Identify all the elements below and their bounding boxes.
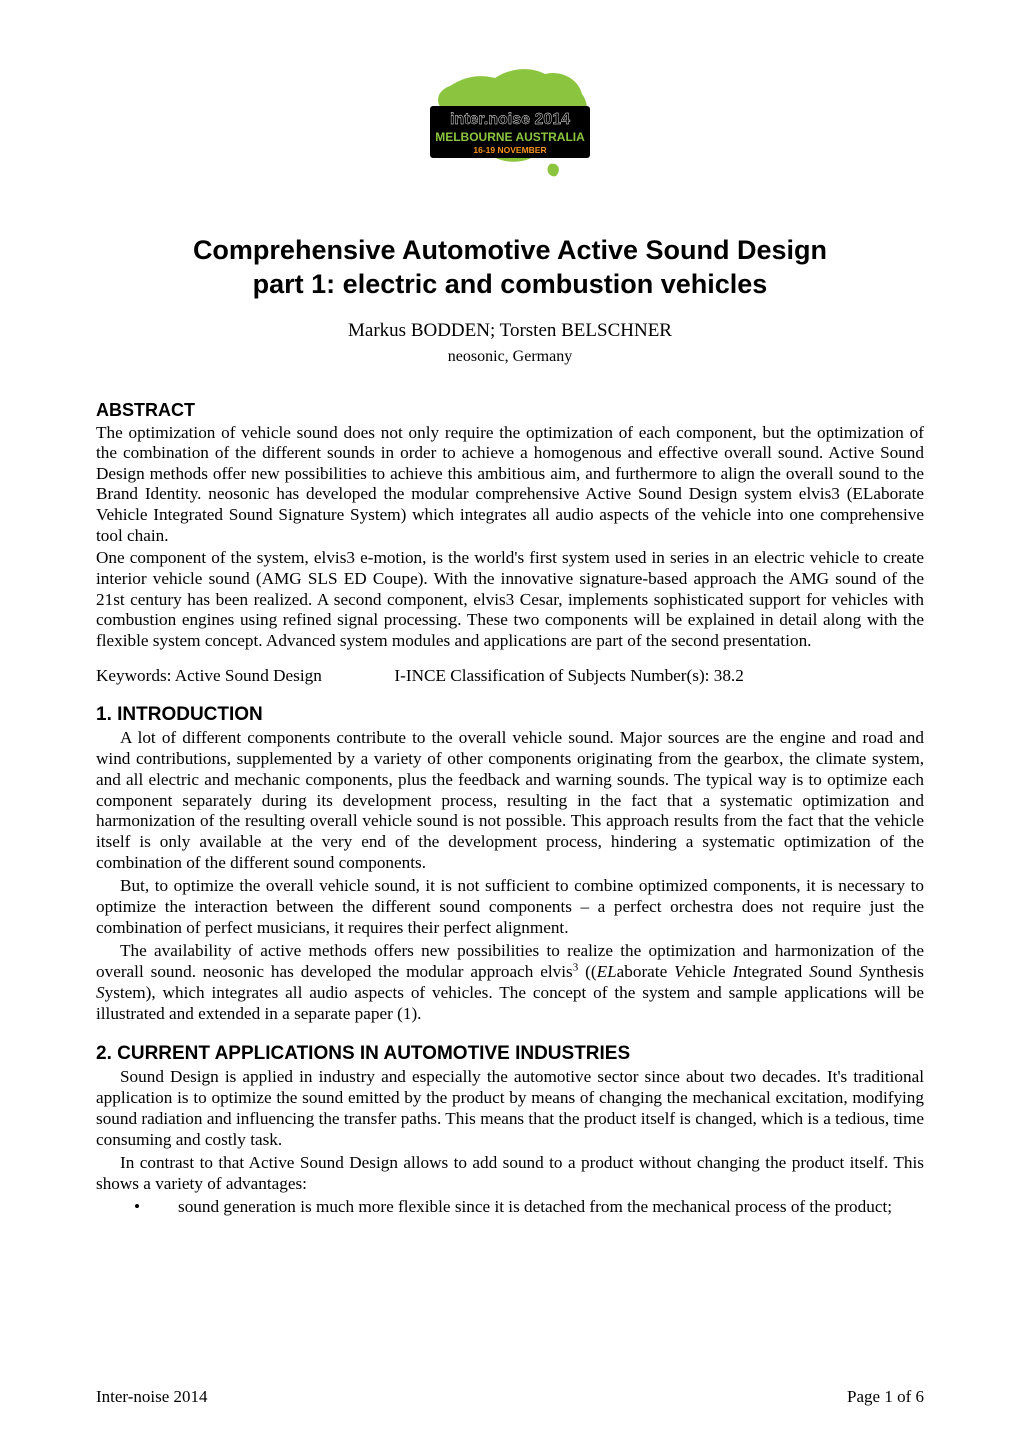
title-line-1: Comprehensive Automotive Active Sound De… (193, 235, 827, 265)
section-1-paragraph-2: But, to optimize the overall vehicle sou… (96, 876, 924, 939)
abstract-heading: ABSTRACT (96, 400, 924, 421)
s1p3-g: ystem), which integrates all audio aspec… (96, 983, 924, 1023)
paper-title: Comprehensive Automotive Active Sound De… (96, 234, 924, 302)
abstract-paragraph-2: One component of the system, elvis3 e-mo… (96, 548, 924, 651)
s1p3-i4: S (809, 962, 818, 981)
bullet-1-text: sound generation is much more flexible s… (178, 1197, 892, 1216)
authors: Markus BODDEN; Torsten BELSCHNER (96, 320, 924, 342)
s1p3-i1: EL (597, 962, 617, 981)
bullet-icon: • (156, 1197, 178, 1218)
section-1-heading: 1. INTRODUCTION (96, 704, 924, 726)
s1p3-i5: S (859, 962, 868, 981)
s1p3-d: ntegrated (738, 962, 809, 981)
affiliation: neosonic, Germany (96, 348, 924, 366)
section-2-paragraph-1: Sound Design is applied in industry and … (96, 1067, 924, 1151)
keywords-classification: I-INCE Classification of Subjects Number… (394, 666, 743, 685)
section-1-paragraph-3: The availability of active methods offer… (96, 941, 924, 1025)
section-2-paragraph-2: In contrast to that Active Sound Design … (96, 1153, 924, 1195)
footer-right: Page 1 of 6 (847, 1387, 924, 1407)
logo-container: inter.noise 2014 MELBOURNE AUSTRALIA 16-… (96, 56, 924, 206)
keywords-line: Keywords: Active Sound Design I-INCE Cla… (96, 666, 924, 686)
conference-logo: inter.noise 2014 MELBOURNE AUSTRALIA 16-… (410, 56, 610, 206)
s1p3-a: (( (578, 962, 596, 981)
logo-text-top: inter.noise 2014 (450, 111, 570, 128)
title-line-2: part 1: electric and combustion vehicles (253, 269, 768, 299)
s1p3-c: ehicle (685, 962, 733, 981)
logo-text-mid: MELBOURNE AUSTRALIA (435, 130, 585, 144)
page: inter.noise 2014 MELBOURNE AUSTRALIA 16-… (0, 0, 1020, 1443)
tasmania-icon (548, 164, 559, 177)
logo-text-sub: 16-19 NOVEMBER (473, 145, 546, 155)
footer-left: Inter-noise 2014 (96, 1387, 208, 1407)
s1p3-f: ynthesis (868, 962, 924, 981)
section-1-paragraph-1: A lot of different components contribute… (96, 728, 924, 875)
abstract-paragraph-1: The optimization of vehicle sound does n… (96, 423, 924, 547)
section-2-bullet-1: •sound generation is much more flexible … (96, 1197, 924, 1218)
s1p3-e: ound (818, 962, 859, 981)
s1p3-i2: V (674, 962, 685, 981)
section-2-heading: 2. CURRENT APPLICATIONS IN AUTOMOTIVE IN… (96, 1043, 924, 1065)
keywords-label: Keywords: Active Sound Design (96, 666, 322, 685)
page-footer: Inter-noise 2014 Page 1 of 6 (96, 1387, 924, 1407)
s1p3-b: aborate (617, 962, 674, 981)
s1p3-i6: S (96, 983, 105, 1002)
